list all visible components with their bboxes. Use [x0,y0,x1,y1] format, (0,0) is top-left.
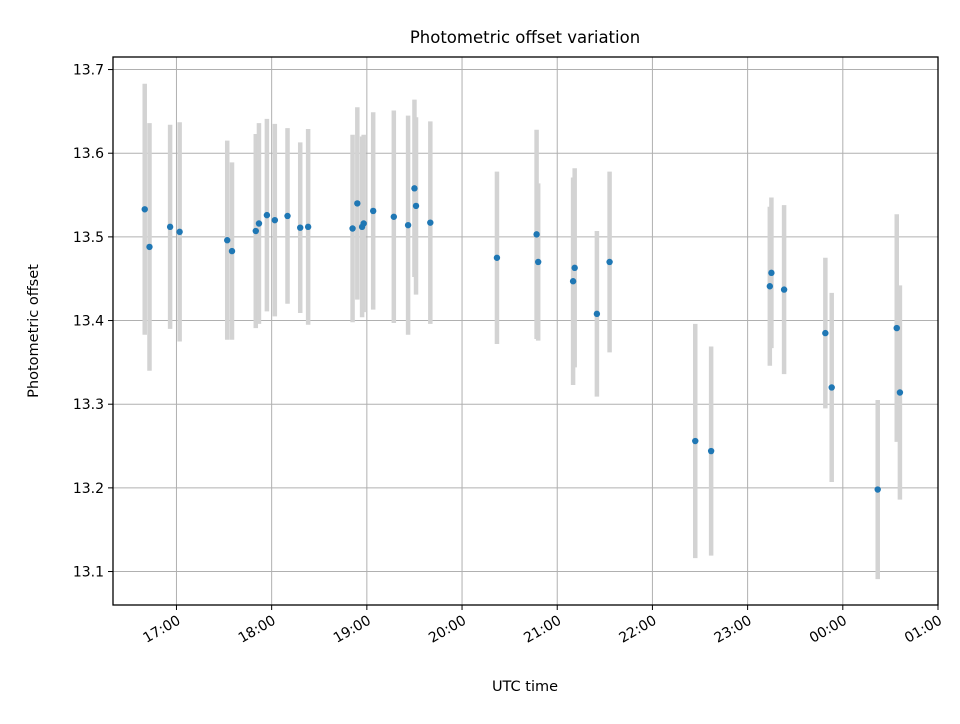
y-tick-label: 13.3 [73,397,104,413]
data-point [297,224,304,231]
data-point [404,221,412,229]
data-point [304,223,312,231]
data-point [349,225,356,232]
data-point [255,220,263,227]
data-point [874,486,881,493]
data-point [822,329,829,337]
data-point [271,216,279,224]
data-point [893,324,900,332]
data-point [360,220,367,227]
x-axis-label: UTC time [492,679,558,695]
data-point [224,237,231,244]
data-points [141,185,904,493]
y-tick-label: 13.7 [73,63,104,79]
data-point [252,227,259,235]
data-point [692,437,699,445]
data-point [768,269,775,277]
data-point [828,384,835,391]
data-point [780,286,788,293]
y-tick-label: 13.2 [73,481,104,497]
data-point [228,247,236,255]
data-point [534,258,542,266]
data-point [766,283,774,290]
y-tick-label: 13.5 [73,230,104,246]
data-point [284,212,291,220]
y-axis-label: Photometric offset [26,264,42,398]
data-point [427,219,434,226]
data-point [411,185,418,192]
data-point [176,228,183,236]
data-point [493,254,501,261]
data-point [707,447,715,455]
y-tick-label: 13.4 [73,314,104,330]
data-point [166,223,174,231]
data-point [896,389,904,396]
y-tick-label: 13.6 [73,146,104,162]
data-point [606,258,613,266]
data-point [533,231,540,238]
data-point [369,207,377,215]
data-point [141,206,148,213]
data-point [593,310,601,318]
y-tick-label: 13.1 [73,565,104,581]
data-point [412,202,420,210]
data-point [263,211,271,219]
data-point [569,278,577,285]
data-point [146,243,153,251]
plot-frame [112,56,939,606]
data-point [571,264,578,272]
chart-title: Photometric offset variation [410,28,640,47]
data-point [354,200,361,207]
data-point [390,213,398,220]
